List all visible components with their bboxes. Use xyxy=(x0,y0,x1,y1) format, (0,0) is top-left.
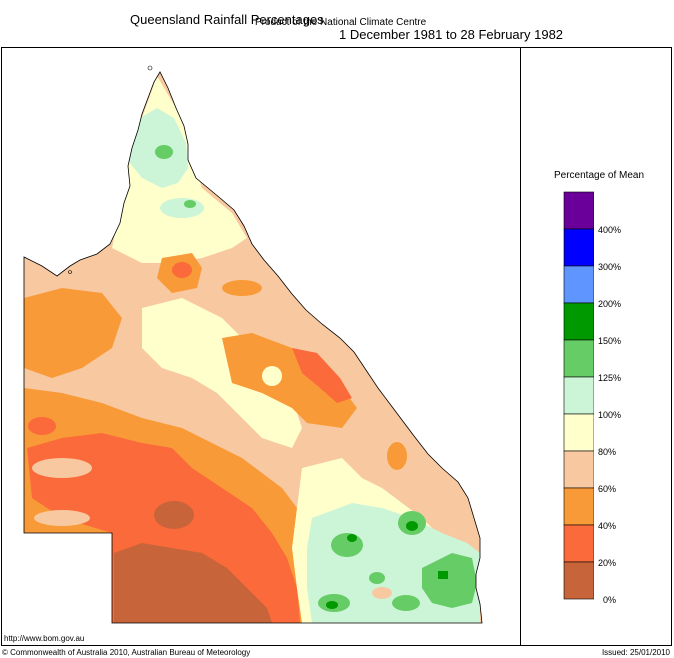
zone-80-100 xyxy=(262,366,282,386)
legend-label: 100% xyxy=(598,410,622,420)
zone-40-60 xyxy=(222,280,262,296)
zone-40-60 xyxy=(387,442,407,470)
queensland-outline xyxy=(23,71,483,624)
zone-125-150 xyxy=(392,595,420,611)
zone-150-200 xyxy=(326,601,338,609)
zone-20-40 xyxy=(172,262,192,278)
legend-label: 40% xyxy=(598,521,617,531)
legend-swatch-150 xyxy=(563,302,594,341)
period-text: 1 December 1981 to 28 February 1982 xyxy=(339,27,564,42)
legend-label: 0% xyxy=(603,595,617,605)
zone-125-150 xyxy=(184,200,196,208)
legend-label: 150% xyxy=(598,336,622,346)
zone-100-125 xyxy=(160,198,204,218)
legend-swatch-200 xyxy=(563,265,594,304)
title-text: Queensland Rainfall Percentages xyxy=(130,12,324,27)
zone-125-150 xyxy=(155,145,173,159)
zone-150-200 xyxy=(406,521,418,531)
issued-date: Issued: 25/01/2010 xyxy=(601,648,670,657)
zone-20-40 xyxy=(292,348,352,403)
zone-20-40 xyxy=(28,417,56,435)
legend-title: Percentage of Mean xyxy=(554,170,645,181)
legend-swatch-125 xyxy=(563,339,594,378)
zone-60-80 xyxy=(342,433,386,449)
island-marker xyxy=(147,65,153,71)
map-frame xyxy=(1,47,672,646)
rainfall-zones xyxy=(24,72,482,623)
zone-0-20 xyxy=(154,501,194,529)
website-url[interactable]: http://www.bom.gov.au xyxy=(4,634,85,643)
zone-60-80 xyxy=(372,587,392,599)
legend-color-scale xyxy=(563,191,594,600)
legend-swatch-20 xyxy=(563,524,594,563)
zone-150-200 xyxy=(347,534,357,542)
zone-80-100 xyxy=(142,298,302,448)
zone-125-150 xyxy=(369,572,385,584)
zone-60-80 xyxy=(32,458,92,478)
map-subtitle: Product of the National Climate Centre xyxy=(255,17,427,28)
zone-0-20 xyxy=(114,543,272,623)
legend-label: 400% xyxy=(598,225,622,235)
zone-125-150 xyxy=(422,553,477,608)
zone-150-200 xyxy=(438,571,448,579)
legend-swatch-300 xyxy=(563,228,594,267)
legend-label: 20% xyxy=(598,558,617,568)
legend-swatch-40 xyxy=(563,487,594,526)
legend-label: 80% xyxy=(598,447,617,457)
legend-label: 300% xyxy=(598,262,622,272)
zone-60-80 xyxy=(34,510,90,526)
legend-swatch-400 xyxy=(563,191,594,230)
frame-divider xyxy=(520,47,521,646)
copyright-text: © Commonwealth of Australia 2010, Austra… xyxy=(2,648,251,657)
legend-label: 200% xyxy=(598,299,622,309)
zone-40-60 xyxy=(222,333,357,428)
legend-label: 125% xyxy=(598,373,622,383)
legend-swatch-60 xyxy=(563,450,594,489)
zone-125-150 xyxy=(331,533,363,557)
island-marker xyxy=(68,270,72,274)
legend-swatch-100 xyxy=(563,376,594,415)
map-title: Queensland Rainfall Percentages 1 Decemb… xyxy=(0,0,674,42)
legend-swatch-80 xyxy=(563,413,594,452)
legend-swatch-0 xyxy=(563,561,594,600)
rainfall-map xyxy=(23,65,483,624)
legend-label: 60% xyxy=(598,484,617,494)
zone-40-60 xyxy=(24,288,122,378)
